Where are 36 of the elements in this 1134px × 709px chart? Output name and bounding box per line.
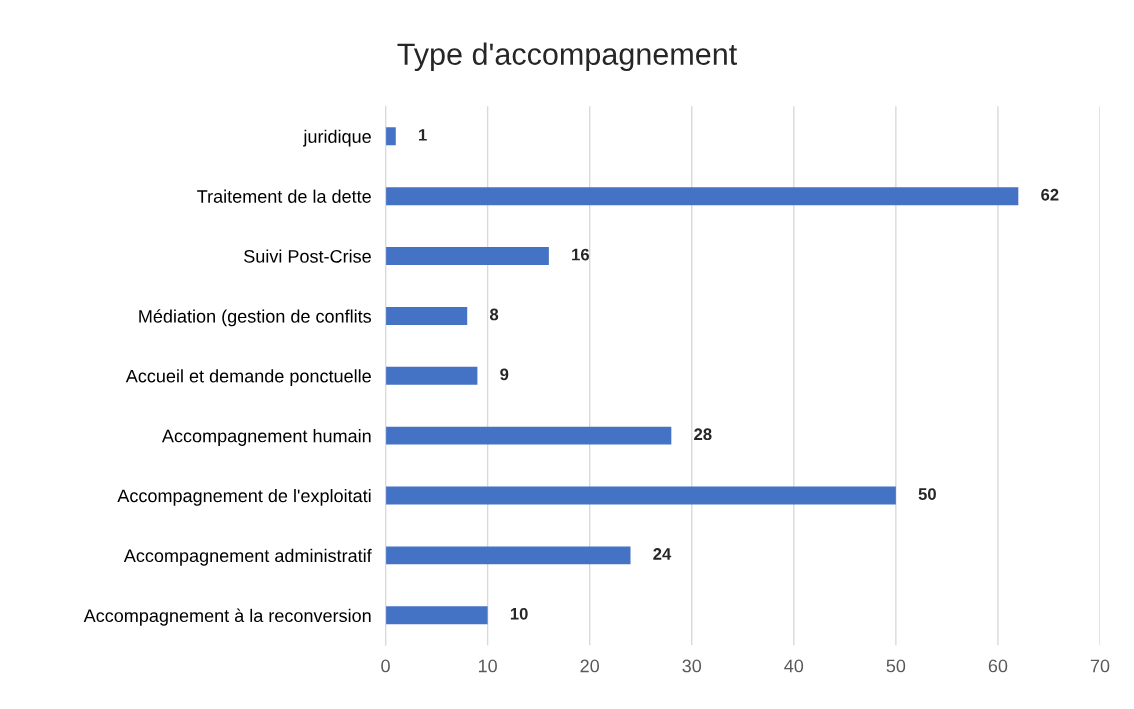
bar	[385, 187, 1019, 206]
data-label: 50	[918, 488, 936, 500]
data-label: 24	[653, 548, 672, 560]
bar	[385, 486, 896, 505]
bar	[385, 306, 468, 325]
data-label: 8	[489, 308, 499, 321]
x-tick-label: 20	[580, 659, 600, 673]
x-tick-label: 60	[988, 659, 1008, 673]
x-tick-label: 10	[478, 659, 497, 673]
y-tick-label: Accueil et demande ponctuelle	[125, 369, 371, 387]
x-tick-label: 40	[784, 659, 804, 673]
y-tick-label: Traitement de la dette	[197, 189, 371, 203]
bar	[385, 606, 488, 625]
data-label: 9	[500, 368, 509, 381]
data-label: 28	[694, 428, 712, 441]
x-tick-label: 30	[682, 659, 702, 673]
data-label: 1	[419, 129, 427, 141]
y-tick-label: Médiation (gestion de conflits	[139, 309, 372, 327]
x-tick-label: 0	[381, 659, 390, 673]
x-tick-label: 70	[1090, 659, 1110, 673]
chart-title: Type d'accompagnement	[397, 42, 738, 72]
bar	[385, 247, 549, 266]
x-tick-label: 50	[886, 659, 906, 673]
bar	[385, 366, 478, 385]
y-tick-label: Accompagnement à la reconversion	[83, 608, 371, 626]
y-tick-label: juridique	[302, 129, 371, 147]
y-tick-label: Suivi Post-Crise	[244, 249, 371, 263]
y-tick-label: Accompagnement humain	[161, 429, 371, 446]
y-tick-label: Accompagnement de l'exploitati	[117, 488, 371, 506]
data-label: 62	[1041, 188, 1059, 201]
data-label: 10	[510, 607, 528, 620]
y-tick-label: Accompagnement administratif	[123, 548, 372, 566]
bar	[385, 426, 672, 445]
data-label: 16	[572, 248, 590, 261]
bar	[385, 127, 396, 146]
bar	[385, 546, 631, 565]
